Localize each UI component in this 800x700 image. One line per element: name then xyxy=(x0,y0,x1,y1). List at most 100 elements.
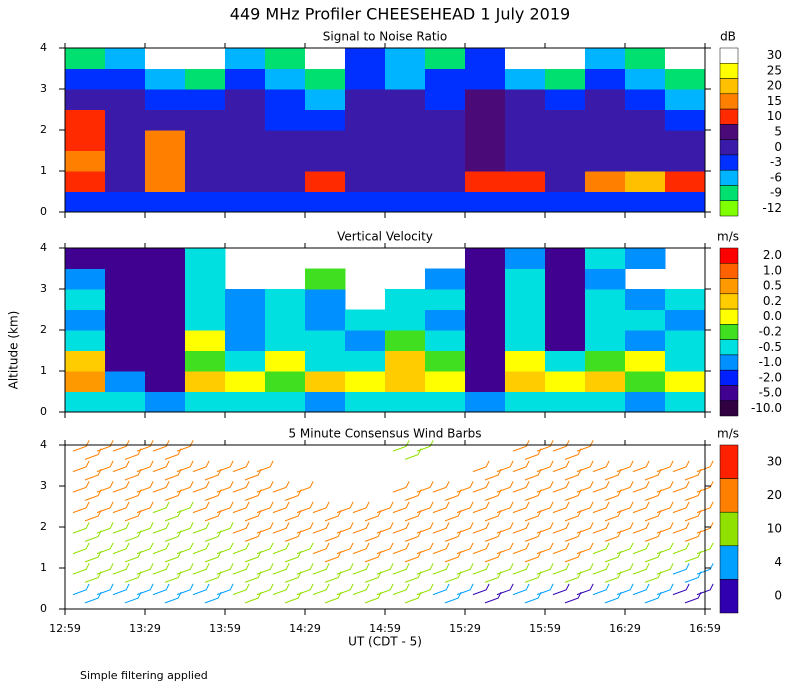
wind-barb xyxy=(524,509,542,522)
wind-barb xyxy=(484,591,502,604)
wind-barb xyxy=(576,522,594,534)
heatmap-cell xyxy=(665,391,706,413)
heatmap-cell xyxy=(665,191,706,213)
colorbar-label: -0.2 xyxy=(759,325,782,339)
heatmap-cell xyxy=(505,289,546,310)
wind-barb xyxy=(696,542,714,555)
heatmap-cell xyxy=(425,171,466,192)
wind-barb xyxy=(432,501,450,514)
wind-barb xyxy=(176,542,194,555)
wind-barb xyxy=(124,571,142,583)
wind-barb xyxy=(136,501,154,514)
heatmap-cell xyxy=(305,48,346,69)
wind-barb xyxy=(296,563,314,575)
wind-barb xyxy=(176,522,194,534)
wind-barb xyxy=(484,489,502,501)
heatmap-cell xyxy=(425,350,466,372)
heatmap-cell xyxy=(625,68,666,90)
wind-barb xyxy=(244,571,262,583)
heatmap-cell xyxy=(65,371,106,392)
heatmap-cell xyxy=(665,309,706,331)
heatmap-cell xyxy=(345,48,386,69)
wind-barb xyxy=(256,481,274,493)
x-tick-label: 12:59 xyxy=(49,622,81,635)
heatmap-cell xyxy=(105,289,146,310)
heatmap-cell xyxy=(585,350,626,372)
heatmap-cell xyxy=(545,309,586,331)
wind-barb xyxy=(484,571,502,583)
wind-barb xyxy=(192,481,210,493)
wind-barb xyxy=(632,522,650,534)
wind-barb xyxy=(112,542,130,555)
heatmap-cell xyxy=(625,248,666,269)
wind-barb xyxy=(496,542,514,555)
colorbar-label: 0.0 xyxy=(763,309,782,323)
heatmap-cell xyxy=(625,309,666,331)
colorbar-bin xyxy=(719,545,739,580)
wind-barb xyxy=(232,460,250,473)
heatmap-cell xyxy=(545,350,586,372)
heatmap-cell xyxy=(105,248,146,269)
wind-barb xyxy=(672,501,690,514)
heatmap-cell xyxy=(385,68,426,90)
wind-barb xyxy=(616,522,634,534)
heatmap-cell xyxy=(265,89,306,110)
heatmap-cell xyxy=(505,330,546,351)
wind-barb xyxy=(456,542,474,555)
heatmap-cell xyxy=(265,191,306,213)
wind-barb xyxy=(672,583,690,596)
wind-barb xyxy=(244,489,262,501)
heatmap-cell xyxy=(345,68,386,90)
heatmap-cell xyxy=(105,330,146,351)
wind-barb xyxy=(524,468,542,481)
heatmap-cell xyxy=(305,350,346,372)
footnote: Simple filtering applied xyxy=(80,669,208,682)
heatmap-cell xyxy=(505,48,546,69)
heatmap-cell xyxy=(425,89,466,110)
heatmap-cell xyxy=(305,268,346,290)
colorbar-label: -5.0 xyxy=(759,386,782,400)
heatmap-cell xyxy=(65,48,106,69)
wind-barb xyxy=(496,522,514,534)
heatmap-cell xyxy=(225,68,266,90)
wind-barb xyxy=(392,542,410,555)
heatmap-cell xyxy=(345,130,386,151)
wind-barb xyxy=(604,530,622,542)
heatmap-cell xyxy=(385,350,426,372)
y-tick-label: 2 xyxy=(40,123,47,136)
y-tick-label: 2 xyxy=(40,323,47,336)
wind-barb xyxy=(84,591,102,604)
wind-barb xyxy=(244,550,262,563)
wind-barb xyxy=(256,522,274,534)
wind-barb xyxy=(284,571,302,583)
heatmap-cell xyxy=(225,191,266,213)
colorbar-label: 0 xyxy=(774,589,782,603)
heatmap-cell xyxy=(585,130,626,151)
heatmap-cell xyxy=(145,191,186,213)
wind-barb xyxy=(656,501,674,514)
wind-barb xyxy=(472,583,490,596)
wind-barb xyxy=(644,571,662,583)
wind-barb xyxy=(124,530,142,542)
wind-barb xyxy=(364,550,382,563)
wind-barb xyxy=(564,468,582,481)
heatmap-cell xyxy=(265,68,306,90)
wind-barb xyxy=(324,571,342,583)
heatmap-cell xyxy=(185,248,226,269)
colorbar-label: 4 xyxy=(774,555,782,569)
wind-barb xyxy=(656,563,674,575)
wind-barb xyxy=(444,489,462,501)
colorbar-label: 0 xyxy=(774,140,782,154)
wind-barb xyxy=(176,460,194,473)
heatmap-cell xyxy=(585,171,626,192)
heatmap-cell xyxy=(585,248,626,269)
heatmap-cell xyxy=(345,330,386,351)
wind-barb xyxy=(564,550,582,563)
heatmap-cell xyxy=(345,309,386,331)
wind-barb xyxy=(684,468,702,481)
wind-barb xyxy=(684,489,702,501)
wind-barb xyxy=(592,481,610,493)
heatmap-cell xyxy=(65,171,106,192)
heatmap-cell xyxy=(465,289,506,310)
wind-barb xyxy=(204,571,222,583)
